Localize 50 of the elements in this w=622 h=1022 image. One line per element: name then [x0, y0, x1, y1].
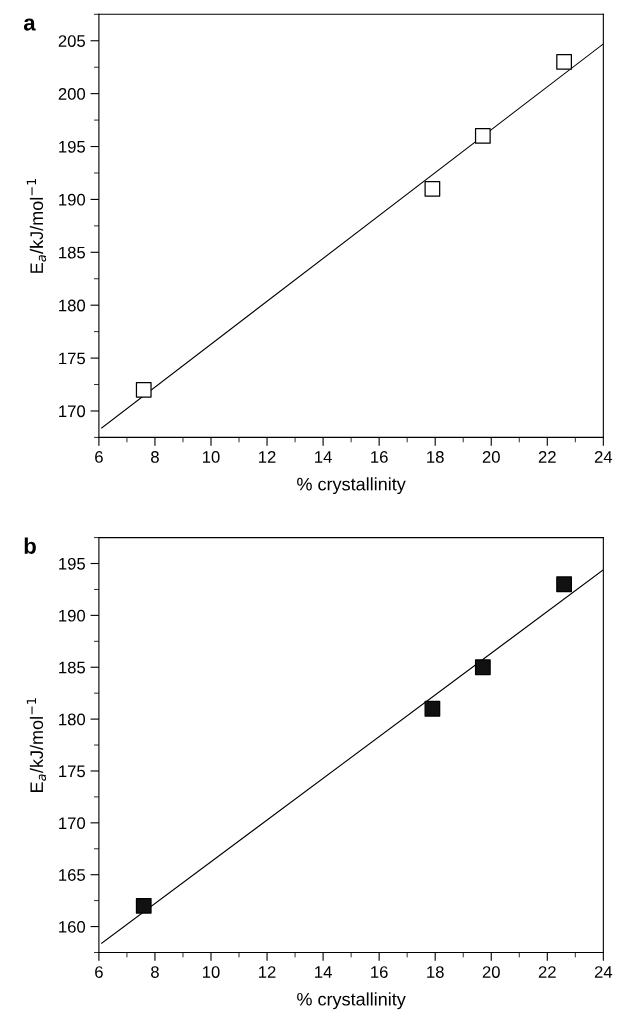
x-tick-label: 6	[95, 451, 103, 463]
x-tick-label: 14	[315, 966, 332, 978]
y-tick-label: 175	[59, 352, 86, 365]
y-tick-label: 160	[59, 920, 86, 933]
x-tick-label: 10	[203, 966, 220, 978]
x-axis-title: % crystallinity	[297, 477, 406, 495]
x-tick-label: 22	[538, 966, 556, 978]
y-tick-label: 170	[59, 817, 86, 830]
y-axis-title: E$_{a}$/kJ/mol$^{−1}$	[26, 698, 47, 793]
x-tick-label: 8	[151, 966, 159, 978]
point	[424, 180, 441, 197]
y-tick-label: 180	[59, 299, 86, 312]
point	[424, 700, 441, 717]
x-axis-title: % crystallinity	[297, 992, 406, 1010]
y-tick-label: 185	[59, 246, 86, 259]
y-tick-label: 180	[59, 713, 86, 726]
x-tick-label: 24	[594, 966, 613, 978]
point	[556, 576, 573, 593]
y-tick-label: 185	[59, 661, 86, 674]
x-tick-label: 18	[427, 966, 444, 978]
y-tick-label: 170	[59, 405, 86, 418]
x-tick-label: 10	[203, 451, 220, 463]
x-tick-label: 6	[95, 966, 103, 978]
x-tick-label: 20	[482, 451, 500, 463]
y-tick-label: 195	[59, 557, 86, 570]
x-tick-label: 18	[427, 451, 444, 463]
x-tick-label: 24	[594, 451, 613, 463]
point	[556, 53, 573, 70]
chart-title: b	[24, 537, 36, 554]
x-tick-label: 14	[315, 451, 332, 463]
x-tick-label: 8	[151, 451, 159, 463]
point	[474, 128, 491, 144]
y-axis-title: E$_{a}$/kJ/mol$^{−1}$	[26, 179, 47, 273]
x-tick-label: 22	[538, 451, 556, 463]
y-tick-label: 190	[59, 193, 86, 206]
y-tick-label: 190	[59, 609, 86, 622]
chart-title: a	[23, 18, 36, 31]
x-tick-label: 16	[371, 451, 388, 463]
x-tick-label: 12	[259, 966, 276, 978]
y-tick-label: 195	[59, 140, 86, 153]
y-tick-label: 165	[59, 869, 86, 881]
point	[474, 659, 491, 676]
x-tick-label: 16	[371, 966, 388, 978]
y-tick-label: 205	[58, 35, 86, 47]
point	[135, 897, 152, 914]
y-tick-label: 175	[59, 765, 86, 778]
point	[135, 381, 152, 398]
x-tick-label: 12	[259, 451, 276, 463]
x-tick-label: 20	[482, 966, 500, 978]
y-tick-label: 200	[58, 88, 86, 100]
